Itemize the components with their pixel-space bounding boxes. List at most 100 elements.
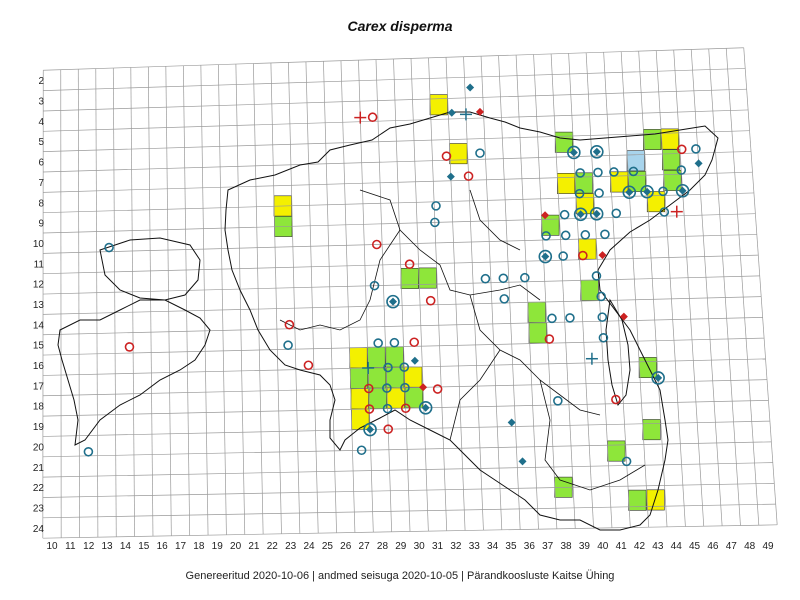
column-label: 43 xyxy=(652,541,664,552)
marker-teal-ring-diamond xyxy=(363,422,377,437)
column-label: 33 xyxy=(469,541,481,552)
grid-line-horizontal xyxy=(43,151,752,173)
marker-teal-diamond xyxy=(518,457,527,466)
marker-teal-circle xyxy=(575,168,586,178)
column-label: 48 xyxy=(744,541,756,552)
marker-red-circle xyxy=(409,337,420,348)
grid-line-vertical xyxy=(463,56,484,531)
occupied-cell-yellow xyxy=(449,143,468,165)
grid-line-vertical xyxy=(603,52,631,528)
column-label: 41 xyxy=(616,541,628,552)
grid-line-vertical xyxy=(673,49,705,527)
column-label: 30 xyxy=(414,541,426,552)
grid-line-vertical xyxy=(165,66,172,536)
marker-teal-ring-diamond xyxy=(386,294,400,309)
occupied-cell-green xyxy=(663,170,682,191)
grid-line-horizontal xyxy=(43,296,762,315)
marker-red-circle xyxy=(425,295,436,306)
column-label: 24 xyxy=(303,541,315,552)
mainland-outline xyxy=(224,111,719,531)
grid-line-vertical xyxy=(568,53,594,529)
grid-line-vertical xyxy=(533,54,558,529)
marker-teal-circle xyxy=(558,251,568,261)
grid-line-vertical xyxy=(655,50,686,527)
marker-teal-diamond xyxy=(446,172,455,181)
grid-line-horizontal xyxy=(42,482,775,498)
marker-teal-circle xyxy=(574,188,585,199)
lake-outline xyxy=(605,298,631,407)
grid-line-vertical xyxy=(270,62,282,534)
row-label: 21 xyxy=(33,463,45,474)
grid-line-vertical xyxy=(218,64,227,535)
grid-line-vertical xyxy=(147,66,154,537)
grid-line-vertical xyxy=(375,59,392,532)
column-label: 27 xyxy=(359,541,371,552)
grid-line-horizontal xyxy=(43,109,749,132)
grid-line-vertical xyxy=(340,60,356,533)
marker-teal-circle xyxy=(283,340,293,351)
column-label: 44 xyxy=(671,541,683,552)
marker-red-diamond xyxy=(619,312,628,321)
grid-line-vertical xyxy=(428,57,448,531)
column-label: 39 xyxy=(579,541,591,552)
row-label: 17 xyxy=(33,381,45,392)
marker-red-circle xyxy=(441,151,452,161)
column-label: 36 xyxy=(524,541,536,552)
marker-teal-ring-diamond xyxy=(675,183,690,198)
grid-line-vertical xyxy=(200,65,209,536)
occupied-cell-yellow xyxy=(349,347,368,369)
grid-line-horizontal xyxy=(43,234,757,254)
grid-line-horizontal xyxy=(42,503,776,519)
column-label: 40 xyxy=(597,541,609,552)
row-label: 13 xyxy=(33,300,45,311)
marker-teal-circle xyxy=(691,144,701,154)
marker-teal-ring-diamond xyxy=(573,207,588,222)
grid-line-vertical xyxy=(323,61,337,533)
column-label: 47 xyxy=(726,541,738,552)
column-label: 20 xyxy=(230,541,242,552)
marker-teal-circle xyxy=(565,313,575,323)
column-label: 22 xyxy=(267,541,279,552)
row-label: 5 xyxy=(38,137,44,148)
coastline-layer xyxy=(57,111,719,531)
row-label: 8 xyxy=(38,198,44,209)
column-label: 28 xyxy=(377,541,389,552)
grid-line-horizontal xyxy=(43,88,747,112)
marker-teal-plus xyxy=(362,361,375,374)
column-label: 15 xyxy=(138,541,150,552)
grid-line-horizontal xyxy=(42,420,770,437)
grid-line-vertical xyxy=(690,49,723,526)
marker-red-diamond xyxy=(419,383,428,392)
markers-layer xyxy=(83,83,703,467)
marker-teal-circle xyxy=(382,403,393,414)
marker-teal-circle xyxy=(659,207,670,217)
marker-teal-diamond xyxy=(466,83,475,92)
occupied-cell-yellow xyxy=(610,171,629,193)
column-label: 16 xyxy=(157,541,169,552)
marker-teal-circle xyxy=(356,445,367,456)
grid-line-horizontal xyxy=(42,358,766,376)
marker-teal-ring-diamond xyxy=(651,371,665,385)
column-label: 12 xyxy=(83,541,95,552)
grid-line-vertical xyxy=(410,58,429,532)
column-label: 19 xyxy=(212,541,224,552)
grid-line-vertical xyxy=(725,48,760,526)
marker-teal-circle xyxy=(553,396,563,406)
marker-red-circle xyxy=(284,319,295,330)
marker-teal-circle xyxy=(480,273,491,284)
row-label: 7 xyxy=(38,178,44,189)
marker-teal-circle xyxy=(598,332,609,343)
grid-line-vertical xyxy=(393,58,411,532)
column-label: 42 xyxy=(634,541,646,552)
row-label: 4 xyxy=(38,117,44,128)
grid-line-horizontal xyxy=(43,275,760,295)
marker-teal-circle xyxy=(400,382,410,393)
occupied-cell-green xyxy=(607,440,626,462)
marker-teal-ring-diamond xyxy=(418,401,433,415)
cells-layer xyxy=(273,94,682,511)
marker-teal-circle xyxy=(499,294,510,304)
marker-teal-circle xyxy=(389,337,400,348)
grid-line-horizontal xyxy=(42,462,773,478)
